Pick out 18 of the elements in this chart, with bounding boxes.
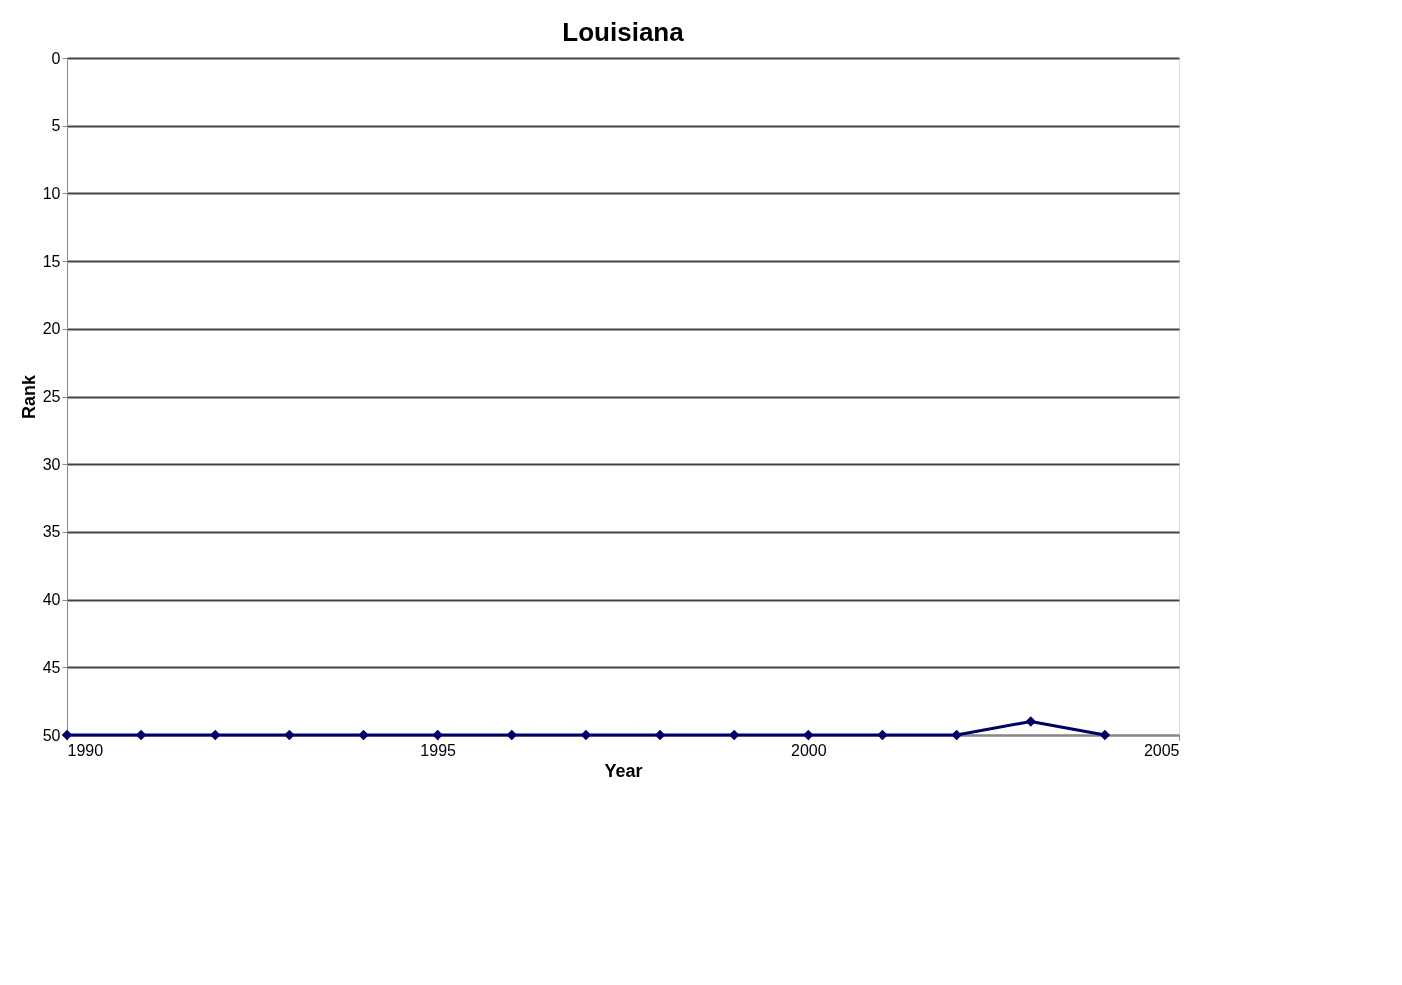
x-tick-label: 2000 [791, 741, 827, 759]
x-axis-title: Year [604, 760, 643, 781]
x-tick-label: 2005 [1143, 741, 1180, 759]
y-tick-label: 15 [42, 252, 61, 270]
y-tick-label: 0 [51, 49, 61, 67]
y-tick-label: 35 [42, 523, 61, 541]
chart-title: Louisiana [562, 17, 685, 47]
y-axis-title: Rank [18, 374, 39, 420]
x-tick-label: 1995 [420, 741, 457, 759]
y-tick-label: 40 [42, 591, 61, 609]
y-tick-label: 25 [42, 388, 61, 405]
y-tick-label: 50 [42, 726, 61, 744]
y-tick-label: 30 [42, 455, 61, 473]
y-tick-label: 10 [42, 184, 61, 202]
y-tick-label: 20 [42, 320, 61, 338]
y-tick-label: 5 [51, 117, 61, 135]
y-tick-label: 45 [42, 658, 61, 676]
x-tick-label: 1990 [67, 741, 104, 759]
